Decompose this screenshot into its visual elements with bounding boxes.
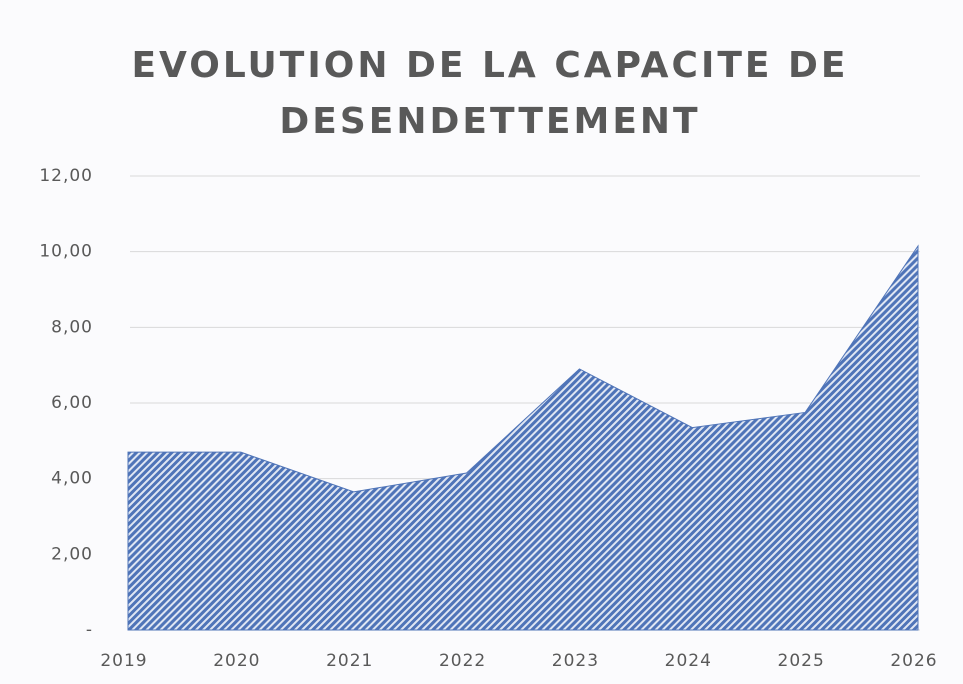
x-tick-label: 2024: [665, 651, 712, 671]
x-tick-label: 2020: [213, 651, 260, 671]
x-tick-label: 2023: [552, 651, 599, 671]
x-tick-label: 2022: [439, 651, 486, 671]
y-tick-label: 10,00: [39, 242, 93, 262]
y-tick-label: 12,00: [39, 166, 93, 186]
y-tick-label: 8,00: [51, 317, 93, 337]
y-tick-label: 4,00: [51, 469, 93, 489]
area: [127, 244, 919, 631]
x-tick-label: 2026: [890, 651, 937, 671]
y-tick-label: -: [86, 620, 93, 640]
y-tick-label: 2,00: [51, 544, 93, 564]
x-tick-label: 2025: [778, 651, 825, 671]
x-tick-label: 2019: [100, 651, 147, 671]
x-tick-label: 2021: [326, 651, 373, 671]
y-tick-label: 6,00: [51, 393, 93, 413]
chart-title: EVOLUTION DE LA CAPACITE DE DESENDETTEME…: [131, 45, 849, 142]
